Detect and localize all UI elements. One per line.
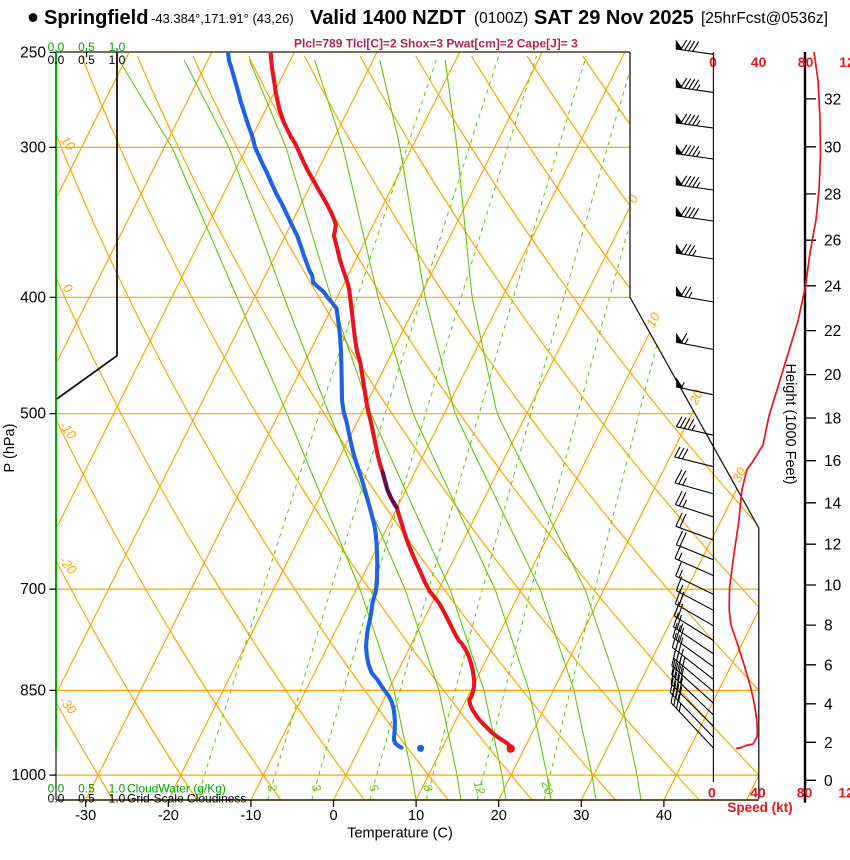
svg-text:40: 40 — [751, 54, 767, 70]
svg-text:30: 30 — [824, 139, 842, 156]
svg-text:0.0: 0.0 — [48, 782, 65, 796]
svg-text:22: 22 — [824, 323, 841, 340]
svg-text:-43.384°,171.91° (43,26): -43.384°,171.91° (43,26) — [151, 11, 294, 26]
svg-text:8: 8 — [420, 782, 435, 793]
svg-text:-30: -30 — [75, 808, 96, 824]
svg-text:1.0: 1.0 — [109, 40, 126, 54]
svg-text:4: 4 — [824, 696, 833, 713]
svg-text:10: 10 — [824, 578, 842, 595]
svg-text:400: 400 — [20, 289, 46, 306]
svg-text:0.0: 0.0 — [48, 40, 65, 54]
svg-text:-10: -10 — [240, 808, 261, 824]
svg-text:12: 12 — [824, 537, 841, 554]
svg-text:1.0: 1.0 — [109, 53, 126, 67]
svg-text:P (hPa): P (hPa) — [2, 424, 18, 473]
svg-text:80: 80 — [798, 54, 814, 70]
svg-text:20: 20 — [491, 808, 507, 824]
svg-text:0.5: 0.5 — [78, 792, 95, 806]
svg-text:30: 30 — [573, 808, 589, 824]
svg-text:5: 5 — [366, 782, 381, 793]
svg-text:2: 2 — [264, 781, 280, 793]
svg-text:SAT 29 Nov 2025: SAT 29 Nov 2025 — [534, 7, 694, 29]
svg-text:26: 26 — [824, 233, 841, 250]
svg-text:0.0: 0.0 — [48, 53, 65, 67]
svg-text:Valid 1400 NZDT: Valid 1400 NZDT — [310, 7, 466, 29]
svg-text:20: 20 — [824, 367, 842, 384]
svg-text:20: 20 — [538, 778, 556, 796]
svg-text:3: 3 — [309, 782, 324, 793]
svg-text:0: 0 — [708, 785, 716, 801]
svg-text:16: 16 — [824, 453, 841, 470]
svg-text:12: 12 — [471, 779, 489, 796]
svg-text:1000: 1000 — [12, 767, 47, 784]
svg-text:12: 12 — [838, 785, 850, 801]
svg-text:14: 14 — [824, 495, 842, 512]
svg-text:40: 40 — [750, 785, 766, 801]
svg-text:2: 2 — [824, 735, 833, 752]
svg-text:Springfield: Springfield — [44, 7, 148, 29]
svg-text:Speed (kt): Speed (kt) — [727, 800, 792, 815]
svg-text:500: 500 — [20, 406, 46, 423]
svg-text:0.5: 0.5 — [78, 53, 95, 67]
svg-text:10: 10 — [643, 309, 663, 329]
svg-text:250: 250 — [20, 44, 46, 61]
svg-text:32: 32 — [824, 91, 841, 108]
svg-text:24: 24 — [824, 278, 842, 295]
svg-text:10: 10 — [408, 808, 424, 824]
svg-text:18: 18 — [824, 411, 841, 428]
svg-text:Height (1000 Feet): Height (1000 Feet) — [782, 364, 798, 485]
svg-text:8: 8 — [824, 618, 833, 635]
svg-text:[25hrFcst@0536z]: [25hrFcst@0536z] — [701, 10, 828, 27]
svg-text:1.0: 1.0 — [109, 792, 126, 806]
svg-text:12: 12 — [839, 54, 850, 70]
svg-text:6: 6 — [824, 657, 833, 674]
svg-text:Plcl=789 Tlcl[C]=2 Shox=3 Pwat: Plcl=789 Tlcl[C]=2 Shox=3 Pwat[cm]=2 Cap… — [294, 37, 578, 51]
svg-text:-20: -20 — [158, 808, 179, 824]
svg-text:0.0: 0.0 — [48, 792, 65, 806]
svg-text:0: 0 — [824, 773, 833, 790]
svg-text:0: 0 — [329, 808, 337, 824]
svg-text:0.5: 0.5 — [78, 782, 95, 796]
svg-text:0.5: 0.5 — [78, 40, 95, 54]
svg-text:700: 700 — [20, 581, 46, 598]
svg-text:Grid-Scale Cloudiness: Grid-Scale Cloudiness — [127, 792, 246, 806]
svg-text:80: 80 — [797, 785, 813, 801]
svg-text:300: 300 — [20, 139, 46, 156]
svg-text:28: 28 — [824, 186, 841, 203]
svg-text:CloudWater (g/Kg): CloudWater (g/Kg) — [127, 782, 226, 796]
svg-text:40: 40 — [656, 808, 672, 824]
svg-text:850: 850 — [20, 682, 46, 699]
svg-text:Temperature (C): Temperature (C) — [347, 826, 453, 842]
svg-text:(0100Z): (0100Z) — [474, 10, 528, 27]
svg-text:1.0: 1.0 — [109, 782, 126, 796]
